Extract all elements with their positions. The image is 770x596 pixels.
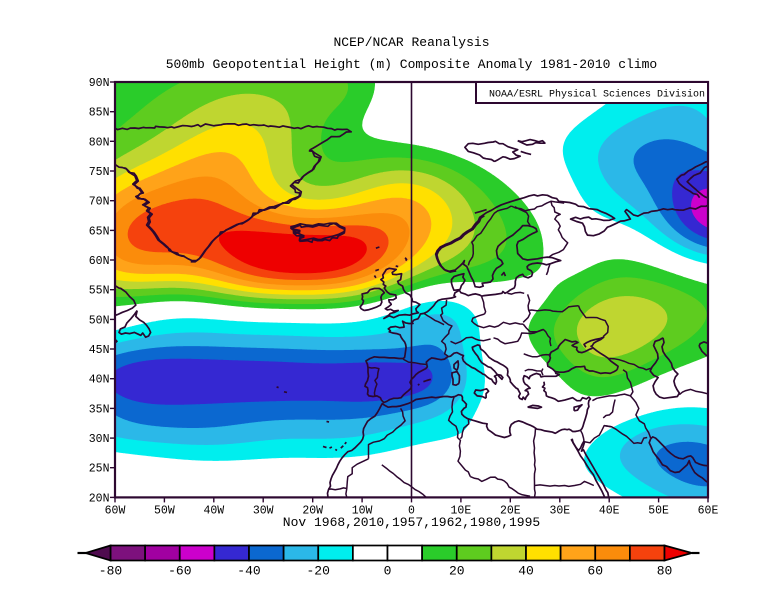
svg-text:-40: -40 — [237, 564, 260, 579]
svg-text:500mb Geopotential Height (m): 500mb Geopotential Height (m) Composite … — [166, 57, 657, 72]
svg-text:45N: 45N — [89, 344, 110, 357]
svg-text:-20: -20 — [306, 564, 329, 579]
svg-text:10W: 10W — [352, 504, 373, 517]
svg-text:40W: 40W — [203, 504, 224, 517]
svg-text:NCEP/NCAR Reanalysis: NCEP/NCAR Reanalysis — [333, 35, 489, 50]
svg-text:35N: 35N — [89, 403, 110, 416]
svg-text:60W: 60W — [105, 504, 126, 517]
svg-text:-60: -60 — [168, 564, 191, 579]
svg-text:90N: 90N — [89, 77, 110, 90]
svg-text:80N: 80N — [89, 136, 110, 149]
svg-text:65N: 65N — [89, 225, 110, 238]
svg-text:30W: 30W — [253, 504, 274, 517]
svg-text:20N: 20N — [89, 492, 110, 505]
svg-text:40N: 40N — [89, 374, 110, 387]
svg-text:80: 80 — [657, 564, 673, 579]
svg-text:55N: 55N — [89, 285, 110, 298]
svg-text:60N: 60N — [89, 255, 110, 268]
svg-text:75N: 75N — [89, 166, 110, 179]
svg-text:30N: 30N — [89, 433, 110, 446]
svg-text:0: 0 — [408, 504, 415, 517]
svg-text:70N: 70N — [89, 196, 110, 209]
svg-text:60E: 60E — [698, 504, 719, 517]
svg-text:20W: 20W — [302, 504, 323, 517]
svg-text:0: 0 — [384, 564, 392, 579]
svg-text:85N: 85N — [89, 107, 110, 120]
svg-text:50W: 50W — [154, 504, 175, 517]
svg-text:40E: 40E — [599, 504, 620, 517]
svg-text:20: 20 — [449, 564, 465, 579]
svg-text:25N: 25N — [89, 463, 110, 476]
svg-text:Nov 1968,2010,1957,1962,1980,1: Nov 1968,2010,1957,1962,1980,1995 — [283, 515, 540, 530]
svg-text:20E: 20E — [500, 504, 521, 517]
svg-text:NOAA/ESRL Physical Sciences Di: NOAA/ESRL Physical Sciences Division — [489, 89, 705, 101]
svg-text:30E: 30E — [549, 504, 570, 517]
svg-text:60: 60 — [587, 564, 603, 579]
svg-text:50N: 50N — [89, 314, 110, 327]
svg-text:-80: -80 — [99, 564, 122, 579]
svg-text:50E: 50E — [648, 504, 669, 517]
svg-text:10E: 10E — [451, 504, 472, 517]
svg-text:40: 40 — [518, 564, 534, 579]
